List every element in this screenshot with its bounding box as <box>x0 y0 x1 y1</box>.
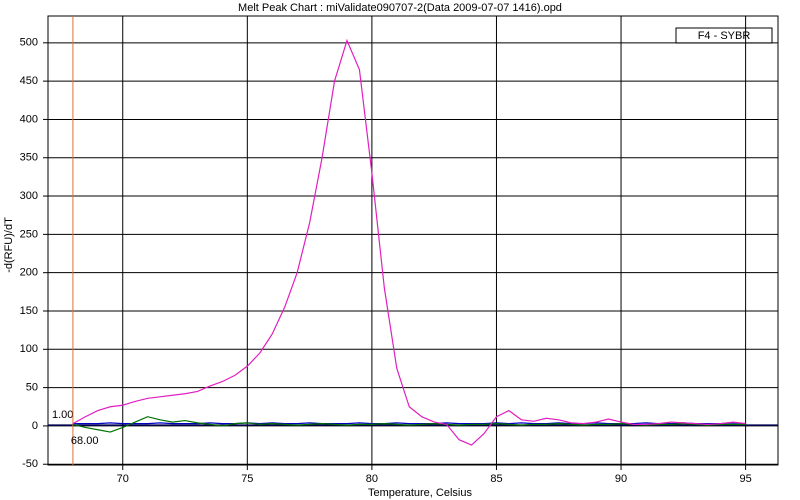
y-tick-label: 150 <box>20 305 38 317</box>
y-tick-label: 300 <box>20 190 38 202</box>
chart-title: Melt Peak Chart : miValidate090707-2(Dat… <box>238 2 562 14</box>
x-tick-label: 75 <box>241 473 253 485</box>
y-tick-label: 250 <box>20 228 38 240</box>
y-axis-label: -d(RFU)/dT <box>3 217 15 273</box>
y-tick-label: 0 <box>32 420 38 432</box>
y-tick-label: 500 <box>20 37 38 49</box>
x-tick-label: 90 <box>615 473 627 485</box>
x-axis-label: Temperature, Celsius <box>368 487 472 499</box>
marker-label: 68.00 <box>71 435 99 447</box>
plot-area <box>47 15 779 466</box>
y-tick-label: 350 <box>20 152 38 164</box>
threshold-label: 1.00 <box>52 409 73 421</box>
x-tick-label: 70 <box>117 473 129 485</box>
y-tick-label: 450 <box>20 75 38 87</box>
y-tick-label: 50 <box>26 382 38 394</box>
x-tick-label: 95 <box>739 473 751 485</box>
legend-label: F4 - SYBR <box>698 30 751 42</box>
x-tick-label: 80 <box>366 473 378 485</box>
y-tick-label: 200 <box>20 267 38 279</box>
y-tick-label: 400 <box>20 113 38 125</box>
series-line <box>72 422 746 425</box>
series-line <box>72 38 746 446</box>
x-tick-label: 85 <box>490 473 502 485</box>
y-tick-label: 100 <box>20 343 38 355</box>
y-tick-label: -50 <box>22 458 38 470</box>
